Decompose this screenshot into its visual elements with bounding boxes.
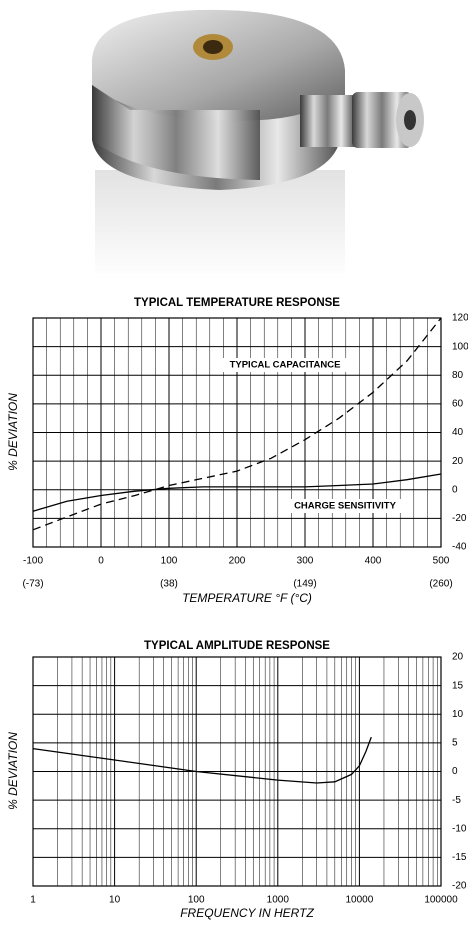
y-tick-label: -20 [452, 513, 467, 524]
x-axis-label: FREQUENCY IN HERTZ [180, 906, 314, 920]
annotation: TYPICAL CAPACITANCE [230, 360, 341, 371]
x2-tick-label: (260) [429, 579, 452, 590]
x-tick-label: 10000 [345, 895, 373, 906]
annotation: CHARGE SENSITIVITY [294, 501, 397, 512]
y-tick-label: 80 [452, 370, 464, 381]
y-axis-label: % DEVIATION [6, 732, 20, 810]
plot-frame [32, 317, 442, 548]
x-tick-label: 100 [188, 895, 205, 906]
data-line [32, 736, 372, 784]
x-axis-label: TEMPERATURE °F (°C) [182, 591, 312, 605]
y-tick-label: 15 [452, 680, 464, 691]
y-tick-label: -15 [452, 852, 467, 863]
x-tick-label: 1000 [267, 895, 290, 906]
x2-tick-label: (38) [160, 579, 178, 590]
y-tick-label: 5 [452, 738, 458, 749]
x-tick-label: -100 [23, 556, 43, 567]
y-tick-label: -20 [452, 881, 467, 892]
y-tick-label: 0 [452, 766, 458, 777]
x2-tick-label: (-73) [22, 579, 43, 590]
chart-title: TYPICAL TEMPERATURE RESPONSE [134, 297, 340, 309]
y-tick-label: 0 [452, 484, 458, 495]
y-tick-label: 100 [452, 341, 468, 352]
y-tick-label: 60 [452, 399, 464, 410]
product-photo [92, 9, 424, 280]
plot-frame [32, 656, 442, 887]
y-tick-label: -10 [452, 823, 467, 834]
x-tick-label: 1 [30, 895, 36, 906]
y-tick-label: 20 [452, 652, 464, 663]
data-line [32, 317, 442, 531]
annotation-bg [223, 358, 347, 372]
x-tick-label: 500 [433, 556, 450, 567]
x-tick-label: 100 [161, 556, 178, 567]
data-line [32, 473, 442, 512]
x-tick-label: 0 [98, 556, 104, 567]
y-tick-label: 10 [452, 709, 464, 720]
y-tick-label: 20 [452, 456, 464, 467]
y-tick-label: 120 [452, 313, 468, 324]
x2-tick-label: (149) [293, 579, 316, 590]
x-tick-label: 200 [229, 556, 246, 567]
x-tick-label: 100000 [424, 895, 458, 906]
chart-title: TYPICAL AMPLITUDE RESPONSE [144, 640, 330, 652]
x-tick-label: 10 [109, 895, 121, 906]
y-tick-label: 40 [452, 427, 464, 438]
y-tick-label: -40 [452, 542, 467, 553]
x-tick-label: 400 [365, 556, 382, 567]
annotation-bg [283, 499, 407, 513]
x-tick-label: 300 [297, 556, 314, 567]
y-tick-label: -5 [452, 795, 461, 806]
y-axis-label: % DEVIATION [6, 393, 20, 471]
